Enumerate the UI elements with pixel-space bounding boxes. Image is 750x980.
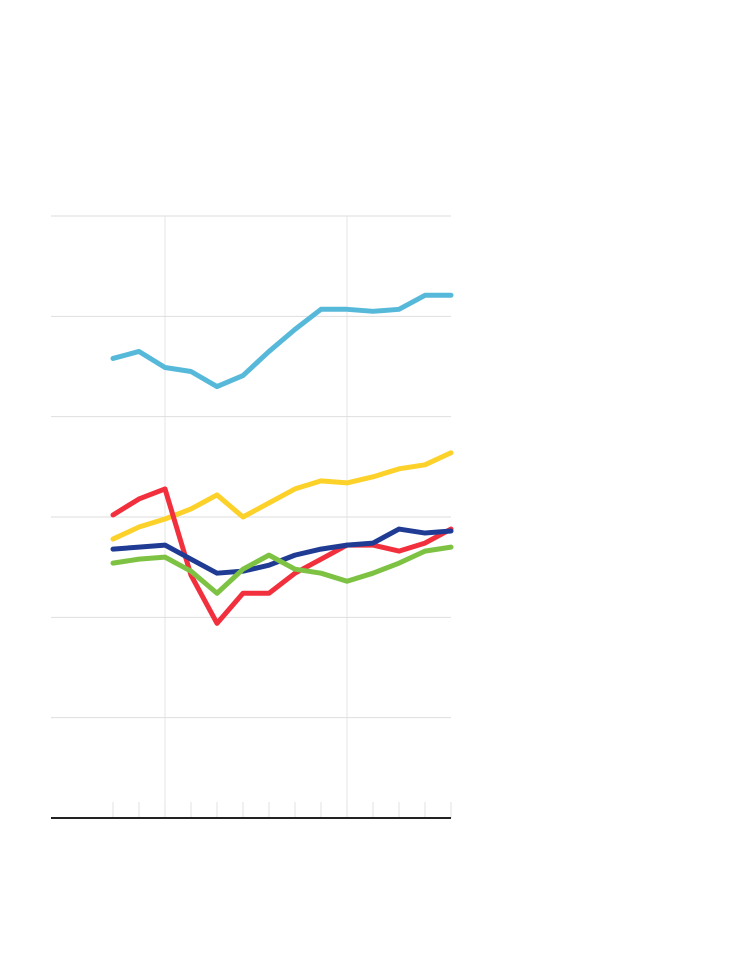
series-line	[110, 292, 454, 390]
series-line	[110, 450, 454, 542]
series-line	[110, 544, 454, 596]
series-line	[110, 486, 454, 626]
